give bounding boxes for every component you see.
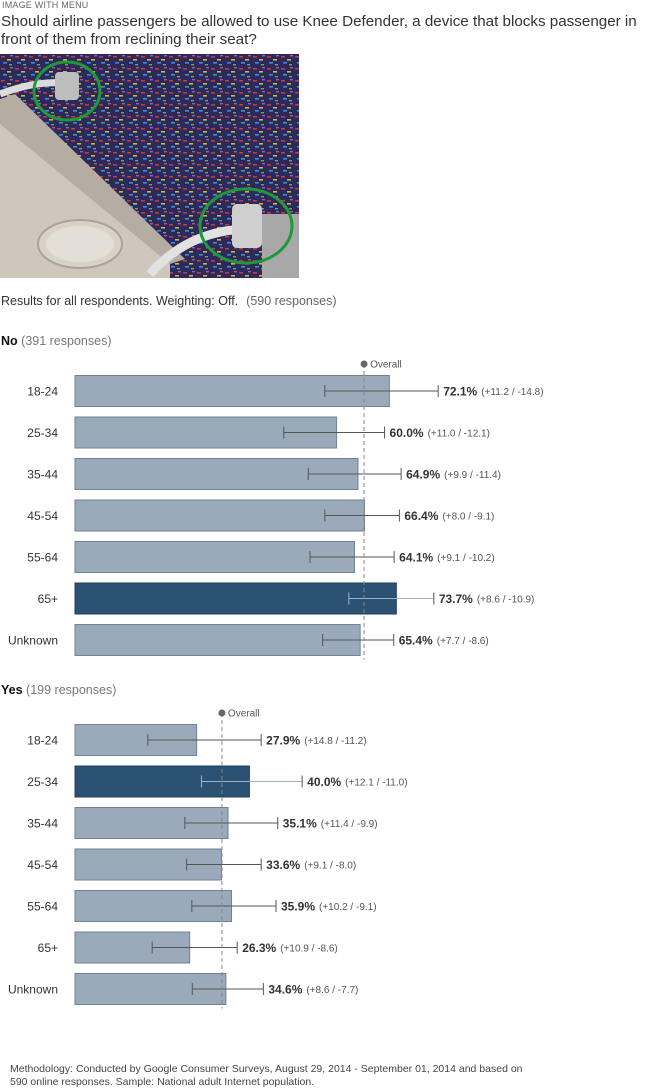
group-heading-yes: Yes (199 responses): [1, 683, 116, 697]
overall-label-yes: Overall: [228, 709, 260, 720]
group-heading-no: No (391 responses): [1, 334, 111, 348]
error-label-no-4: (+9.1 / -10.2): [437, 553, 495, 564]
category-label-yes-4: 55-64: [27, 900, 58, 914]
category-label-yes-2: 35-44: [27, 817, 58, 831]
overall-dot-no: [360, 360, 368, 368]
value-label-yes-1: 40.0%: [307, 775, 341, 789]
group-count-yes: (199 responses): [26, 683, 117, 697]
group-label-no: No: [1, 334, 18, 348]
airplane-seat-photo-graphic: [0, 54, 299, 278]
question-title: Should airline passengers be allowed to …: [1, 13, 637, 48]
category-label-yes-5: 65+: [38, 941, 58, 955]
error-label-no-1: (+11.0 / -12.1): [428, 429, 490, 440]
value-label-yes-0: 27.9%: [266, 734, 300, 748]
value-label-no-6: 65.4%: [399, 634, 433, 648]
value-label-no-3: 66.4%: [404, 509, 438, 523]
image-label: IMAGE WITH MENU: [2, 0, 89, 10]
value-label-no-1: 60.0%: [390, 426, 424, 440]
error-label-yes-0: (+14.8 / -11.2): [304, 736, 366, 747]
category-label-no-1: 25-34: [27, 426, 58, 440]
error-label-yes-4: (+10.2 / -9.1): [319, 902, 377, 913]
value-label-no-2: 64.9%: [406, 468, 440, 482]
value-label-no-4: 64.1%: [399, 551, 433, 565]
value-label-no-5: 73.7%: [439, 592, 473, 606]
bar-no-5: [74, 582, 397, 615]
category-label-no-6: Unknown: [8, 634, 58, 648]
error-label-yes-2: (+11.4 / -9.9): [321, 819, 378, 830]
results-text: Results for all respondents. Weighting: …: [1, 294, 239, 308]
bar-no-3: [74, 499, 366, 532]
overall-label-no: Overall: [370, 360, 402, 371]
airplane-seat-photo[interactable]: [0, 54, 299, 278]
value-label-yes-6: 34.6%: [268, 983, 302, 997]
error-label-no-6: (+7.7 / -8.6): [437, 636, 489, 647]
category-label-no-2: 35-44: [27, 468, 58, 482]
error-label-yes-1: (+12.1 / -11.0): [345, 778, 407, 789]
error-label-no-3: (+8.0 / -9.1): [442, 512, 494, 523]
category-label-no-4: 55-64: [27, 551, 58, 565]
category-label-yes-6: Unknown: [8, 983, 58, 997]
value-label-yes-2: 35.1%: [283, 817, 317, 831]
value-label-yes-3: 33.6%: [266, 858, 300, 872]
category-label-yes-3: 45-54: [27, 858, 58, 872]
results-chart: 18-24 72.1% (+11.2 / -14.8) 25-34 60.0% (+11.…: [8, 360, 544, 1009]
error-label-no-5: (+8.6 / -10.9): [477, 595, 535, 606]
category-label-no-0: 18-24: [27, 385, 58, 399]
value-label-yes-5: 26.3%: [242, 941, 276, 955]
category-label-no-3: 45-54: [27, 509, 58, 523]
value-label-no-0: 72.1%: [443, 385, 477, 399]
error-label-yes-3: (+9.1 / -8.0): [304, 861, 356, 872]
category-label-yes-0: 18-24: [27, 734, 58, 748]
error-label-no-2: (+9.9 / -11.4): [444, 470, 501, 481]
error-label-yes-6: (+8.6 / -7.7): [306, 985, 358, 996]
results-summary: Results for all respondents. Weighting: …: [1, 294, 337, 308]
category-label-yes-1: 25-34: [27, 775, 58, 789]
group-label-yes: Yes: [1, 683, 23, 697]
error-label-no-0: (+11.2 / -14.8): [481, 387, 543, 398]
category-label-no-5: 65+: [38, 592, 58, 606]
value-label-yes-4: 35.9%: [281, 900, 315, 914]
error-label-yes-5: (+10.9 / -8.6): [280, 944, 338, 955]
methodology-note: Methodology: Conducted by Google Consume…: [10, 1063, 523, 1088]
bar-no-6: [74, 624, 361, 656]
results-count: (590 responses): [246, 294, 337, 308]
overall-dot-yes: [218, 709, 226, 717]
bar-no-4: [74, 541, 355, 573]
group-count-no: (391 responses): [21, 334, 112, 348]
